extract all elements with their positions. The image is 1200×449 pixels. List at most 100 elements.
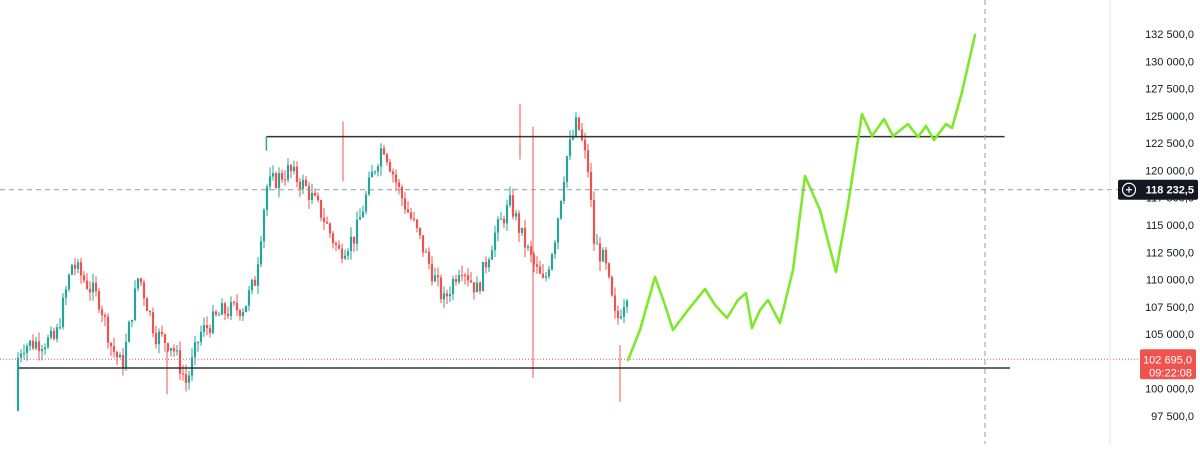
candle-body [538, 266, 542, 274]
candle-body [625, 300, 629, 307]
candle-body [583, 139, 587, 151]
candle-body [136, 278, 140, 289]
candle-body [112, 346, 116, 352]
candle-body [427, 251, 431, 264]
candle-body [175, 350, 179, 352]
candle-body [226, 313, 230, 317]
candle-body [418, 227, 422, 236]
candle-body [292, 166, 296, 172]
candle-body [64, 289, 68, 298]
candle-body [400, 187, 404, 199]
candle-body [457, 275, 461, 282]
candle-body [415, 219, 419, 228]
candle-body [139, 278, 143, 283]
candle-body [220, 303, 224, 315]
candle-body [142, 282, 146, 299]
candle-body [124, 342, 128, 369]
candle-body [394, 174, 398, 183]
candle-body [268, 176, 272, 187]
candle-body [619, 316, 623, 319]
candle-body [442, 293, 446, 300]
candle-body [115, 351, 119, 358]
candle-body [610, 276, 614, 296]
candle-body [340, 248, 344, 259]
candle-body [319, 200, 323, 218]
candle-body [379, 148, 383, 167]
candle-body [367, 177, 371, 195]
candle-body [169, 348, 173, 351]
candle-body [178, 350, 182, 374]
candle-body [514, 213, 518, 217]
candle-body [205, 325, 209, 329]
crosshair-price-text: 118 232,5 [1146, 185, 1194, 197]
candle-body [472, 282, 476, 293]
candle-body [238, 310, 242, 317]
candle-body [88, 288, 92, 293]
candle-body [562, 181, 566, 201]
candle-body [382, 148, 386, 155]
candle-body [70, 264, 74, 275]
candle-body [358, 217, 362, 220]
candle-body [421, 235, 425, 253]
candle-body [529, 246, 533, 255]
candle-body [118, 354, 122, 358]
candle-body [580, 129, 584, 140]
candle-body [187, 375, 191, 383]
levels-layer [18, 135, 1011, 369]
candle-body [298, 181, 302, 190]
candle-body [259, 241, 263, 265]
candle-body [103, 315, 107, 317]
candle-body [304, 179, 308, 186]
y-tick-label: 97 500,0 [1151, 411, 1194, 423]
candle-body [508, 195, 512, 206]
candle-body [355, 219, 359, 244]
candle-body [241, 312, 245, 317]
candle-body [244, 305, 248, 313]
last-price-text: 102 695,0 [1143, 354, 1192, 366]
candle-body [25, 346, 29, 354]
candle-body [28, 340, 32, 347]
candle-body [388, 162, 392, 172]
candle-body [565, 156, 569, 182]
candle-body [595, 243, 599, 245]
candle-body [535, 264, 539, 267]
candle-body [247, 290, 251, 306]
last-price-label [1140, 349, 1196, 380]
candle-body [310, 192, 314, 200]
y-tick-label: 127 500,0 [1145, 84, 1194, 96]
candle-body [604, 249, 608, 264]
y-tick-label: 120 000,0 [1145, 165, 1194, 177]
candle-body [571, 135, 575, 140]
candle-body [343, 255, 347, 259]
candle-body [31, 340, 35, 349]
candle-body [487, 259, 491, 268]
candle-body [616, 310, 620, 319]
candle-body [73, 264, 77, 269]
y-tick-label: 110 000,0 [1146, 275, 1194, 287]
candle-body [496, 219, 500, 233]
candle-body [499, 218, 503, 220]
candle-body [523, 227, 527, 248]
candle-body [544, 276, 548, 278]
candle-body [370, 171, 374, 178]
candle-body [436, 275, 440, 278]
candle-body [328, 223, 332, 234]
candle-body [346, 251, 350, 256]
candle-body [82, 275, 86, 281]
candle-body [232, 302, 236, 304]
candle-body [592, 199, 596, 244]
candle-body [478, 282, 482, 292]
candle-body [250, 279, 254, 291]
candle-body [622, 306, 626, 317]
candle-body [97, 291, 101, 310]
candle-body [325, 221, 329, 224]
candle-body [439, 277, 443, 300]
candle-body [130, 319, 134, 322]
candle-body [577, 117, 581, 130]
candle-body [133, 288, 137, 320]
price-labels: 118 232,5 102 695,009:22:08 [1118, 179, 1198, 380]
candle-body [196, 341, 200, 343]
candle-body [352, 236, 356, 244]
